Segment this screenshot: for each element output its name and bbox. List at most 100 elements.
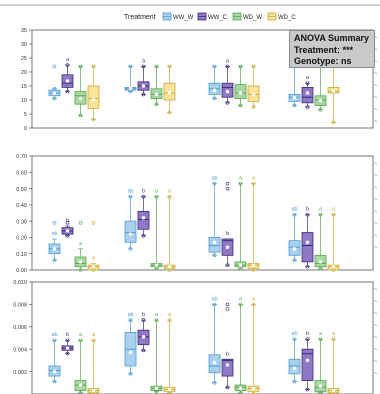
mean-marker bbox=[142, 216, 145, 219]
data-point bbox=[226, 307, 229, 310]
y-tick-label: 0.006 bbox=[13, 325, 27, 331]
significance-letter: b bbox=[142, 189, 145, 195]
significance-letter: a bbox=[239, 176, 243, 182]
facet-edge-mark bbox=[374, 210, 377, 212]
mean-marker bbox=[66, 229, 69, 232]
y-tick-label: 0.010 bbox=[13, 280, 27, 286]
mean-marker bbox=[168, 265, 171, 268]
mean-marker bbox=[226, 90, 229, 93]
box-ww-c bbox=[222, 359, 233, 376]
mean-marker bbox=[53, 370, 56, 373]
mean-marker bbox=[92, 98, 95, 101]
mean-marker bbox=[332, 265, 335, 268]
facet-edge-mark bbox=[374, 72, 377, 74]
legend-title: Treatment bbox=[124, 14, 156, 21]
significance-letter: ab bbox=[127, 312, 133, 318]
y-tick-label: 0.70 bbox=[16, 154, 27, 160]
significance-letter: ab bbox=[211, 176, 217, 182]
y-tick-label: 0.20 bbox=[16, 236, 27, 242]
facet-edge-mark bbox=[374, 312, 377, 314]
anova-treatment: Treatment: *** bbox=[294, 45, 370, 57]
legend-label-wd-c: WD_C bbox=[278, 15, 296, 21]
mean-marker bbox=[293, 96, 296, 99]
significance-letter: a bbox=[66, 57, 70, 63]
y-tick-label: 20 bbox=[21, 70, 27, 76]
facet-edge-mark bbox=[374, 360, 377, 362]
data-point bbox=[53, 65, 56, 68]
mean-marker bbox=[53, 247, 56, 250]
legend: Treatment WW_W WW_C WD_W WD_C bbox=[124, 13, 296, 21]
y-tick-label: 0.50 bbox=[16, 187, 27, 193]
facet-edge-mark bbox=[374, 372, 377, 374]
facet-edge-mark bbox=[374, 336, 377, 338]
significance-letter: ab bbox=[127, 189, 133, 195]
y-tick-label: 5 bbox=[24, 112, 27, 118]
mean-marker bbox=[66, 346, 69, 349]
anova-genotype: Genotype: ns bbox=[294, 56, 370, 68]
mean-marker bbox=[92, 265, 95, 268]
mean-marker bbox=[129, 351, 132, 354]
mean-marker bbox=[319, 260, 322, 263]
y-tick-label: 25 bbox=[21, 56, 27, 62]
y-tick-label: 10 bbox=[21, 98, 27, 104]
mean-marker bbox=[155, 93, 158, 96]
legend-label-ww-w: WW_W bbox=[173, 15, 194, 21]
significance-letter: ab bbox=[211, 296, 217, 302]
y-tick-label: 0.00 bbox=[16, 268, 27, 274]
facet-edge-mark bbox=[374, 300, 377, 302]
mean-marker bbox=[155, 387, 158, 390]
significance-letter: a bbox=[252, 296, 256, 302]
y-tick-label: 15 bbox=[21, 84, 27, 90]
significance-letter: b bbox=[306, 207, 309, 213]
panel-3: 0.0020.0040.0060.0080.010ab b a aab b a aabba a… bbox=[13, 280, 377, 394]
facet-edge-mark bbox=[374, 162, 377, 164]
facet-edge-mark bbox=[374, 120, 377, 122]
mean-marker bbox=[319, 385, 322, 388]
significance-letter: a bbox=[319, 207, 323, 213]
y-tick-label: 0.004 bbox=[13, 347, 27, 353]
y-tick-label: 30 bbox=[21, 42, 27, 48]
y-tick-label: 0.008 bbox=[13, 303, 27, 309]
significance-letter: b bbox=[142, 312, 145, 318]
anova-title: ANOVA Summary bbox=[294, 33, 370, 45]
mean-marker bbox=[79, 97, 82, 100]
mean-marker bbox=[213, 89, 216, 92]
facet-edge-mark bbox=[374, 198, 377, 200]
significance-letter: a bbox=[319, 331, 323, 337]
mean-marker bbox=[92, 389, 95, 392]
mean-marker bbox=[129, 87, 132, 90]
facet-edge-mark bbox=[374, 84, 377, 86]
mean-marker bbox=[239, 264, 242, 267]
significance-letter: b bbox=[226, 351, 229, 357]
significance-letter: ab bbox=[291, 207, 297, 213]
mean-marker bbox=[293, 247, 296, 250]
mean-marker bbox=[306, 91, 309, 94]
y-tick-label: 0.30 bbox=[16, 219, 27, 225]
mean-marker bbox=[306, 359, 309, 362]
y-tick-label: 35 bbox=[21, 28, 27, 34]
data-point bbox=[226, 187, 229, 190]
chart-panels: 05101520253035a a aa0.000.100.200.300.400.… bbox=[13, 28, 377, 394]
mean-marker bbox=[239, 387, 242, 390]
mean-marker bbox=[142, 84, 145, 87]
mean-marker bbox=[79, 260, 82, 263]
y-tick-label: 0.40 bbox=[16, 203, 27, 209]
mean-marker bbox=[142, 335, 145, 338]
mean-marker bbox=[168, 91, 171, 94]
facet-edge-mark bbox=[374, 288, 377, 290]
mean-marker bbox=[293, 367, 296, 370]
facet-edge-mark bbox=[374, 108, 377, 110]
data-point bbox=[53, 221, 56, 224]
mean-marker bbox=[79, 383, 82, 386]
significance-letter: a bbox=[306, 75, 310, 81]
facet-edge-mark bbox=[374, 96, 377, 98]
mean-marker bbox=[252, 93, 255, 96]
box-ww-c bbox=[302, 87, 313, 102]
box-ww-w bbox=[125, 221, 136, 242]
facet-edge-mark bbox=[374, 234, 377, 236]
y-tick-label: 0.10 bbox=[16, 252, 27, 258]
significance-letter: ab bbox=[51, 332, 57, 338]
significance-letter: a bbox=[79, 332, 83, 338]
panel-2: 0.000.100.200.300.400.500.600.70abbaaab b… bbox=[16, 154, 377, 274]
mean-marker bbox=[332, 389, 335, 392]
